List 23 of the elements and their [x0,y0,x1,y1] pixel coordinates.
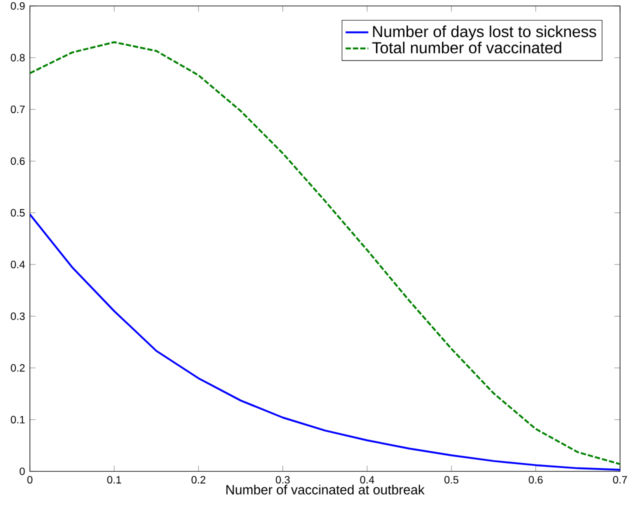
legend-label: Total number of vaccinated [372,42,562,54]
y-tick-label: 0.8 [10,54,25,62]
y-tick-label: 0.9 [10,2,25,10]
x-tick-label: 0.2 [192,476,206,484]
y-tick-label: 0.7 [10,106,25,114]
y-tick-label: 0.2 [10,364,25,372]
x-tick-label: 0.3 [276,476,290,484]
line-series [30,214,620,471]
x-tick-label: 0.7 [613,476,627,484]
line-series [30,41,620,466]
y-tick-label: 0.1 [10,416,25,424]
y-tick-label: 0.6 [10,157,25,165]
x-tick-label: 0.1 [107,476,122,484]
x-tick-label: 0.4 [360,476,374,484]
x-axis-title: Number of vaccinated at outbreak [226,484,425,495]
y-tick-label: 0.5 [10,209,25,217]
x-tick-label: 0.5 [444,476,458,484]
y-tick-label: 0.3 [10,312,25,320]
legend-label: Number of days lost to sickness [373,26,596,40]
y-tick-label: 0 [20,468,25,476]
y-tick-label: 0.4 [10,260,25,268]
x-tick-label: 0.6 [528,476,543,484]
x-tick-label: 0 [27,476,32,484]
